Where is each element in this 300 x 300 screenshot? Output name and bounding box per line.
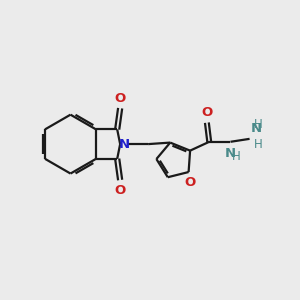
- Text: N: N: [119, 138, 130, 151]
- Text: N: N: [225, 147, 236, 160]
- Text: O: O: [115, 92, 126, 105]
- Text: H: H: [254, 138, 263, 151]
- Text: O: O: [184, 176, 195, 190]
- Text: O: O: [201, 106, 212, 119]
- Text: N: N: [251, 122, 262, 135]
- Text: O: O: [115, 184, 126, 196]
- Text: H: H: [254, 118, 263, 130]
- Text: H: H: [232, 150, 241, 163]
